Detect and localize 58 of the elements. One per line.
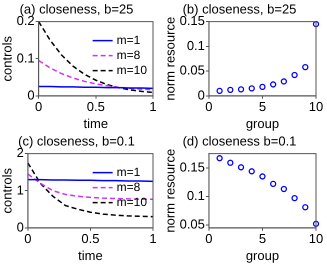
y-axis-title: controls <box>0 167 14 214</box>
x-tick-label: 10 <box>308 231 324 246</box>
chart-title: (c) closeness, b=0.1 <box>18 133 135 148</box>
y-tick-label: 0.1 <box>16 50 35 66</box>
x-axis-title: time <box>78 248 103 263</box>
legend-label: m=10 <box>116 194 148 209</box>
y-tick-label: 1 <box>16 182 24 198</box>
point <box>302 204 308 210</box>
y-tick-label: 0.1 <box>186 188 205 203</box>
y-tick-label: 0.05 <box>180 216 205 232</box>
point <box>312 20 320 28</box>
x-tick-label: 1 <box>149 99 157 114</box>
point <box>216 88 223 94</box>
point <box>280 78 288 85</box>
point <box>238 164 244 170</box>
chart-title: (a) closeness, b=25 <box>20 1 134 16</box>
y-tick-label: 0.1 <box>186 38 205 53</box>
point <box>270 180 276 187</box>
chart-title: (d) closeness b=0.1 <box>182 133 296 148</box>
y-axis-title: norm resource <box>162 16 178 101</box>
point <box>291 72 298 78</box>
y-tick-label: 0 <box>27 87 35 102</box>
point <box>302 64 308 70</box>
point <box>216 155 223 162</box>
point <box>248 85 255 92</box>
point <box>280 186 288 192</box>
x-tick-label: 10 <box>308 99 324 114</box>
point <box>291 194 298 202</box>
point <box>238 86 244 93</box>
x-axis-title: group <box>246 248 280 263</box>
x-tick-label: 5 <box>258 99 266 114</box>
point <box>259 173 266 180</box>
line-series <box>27 162 154 218</box>
legend-label: m=8 <box>116 180 141 194</box>
y-tick-label: 0 <box>198 87 205 102</box>
x-axis-title: time <box>84 116 108 131</box>
y-tick-label: 0.15 <box>180 159 205 174</box>
y-tick-label: 0.05 <box>180 62 205 78</box>
y-axis-title: controls <box>0 35 14 82</box>
x-tick-label: 1 <box>149 231 157 246</box>
point <box>248 168 255 174</box>
line-series <box>38 20 154 94</box>
point <box>312 220 320 227</box>
point <box>270 81 276 88</box>
legend-label: m=1 <box>116 164 141 179</box>
legend-label: m=8 <box>116 48 141 62</box>
legend-label: m=1 <box>116 32 141 47</box>
x-tick-label: 5 <box>258 231 266 246</box>
x-tick-label: 0.5 <box>86 99 105 114</box>
point <box>227 86 234 94</box>
x-axis-title: group <box>246 116 280 131</box>
y-axis-title: norm resource <box>162 148 178 233</box>
y-tick-label: 0 <box>16 219 24 234</box>
x-tick-label: 0.5 <box>81 231 100 246</box>
point <box>227 160 234 166</box>
point <box>259 84 266 90</box>
legend-label: m=10 <box>116 62 148 77</box>
chart-title: (b) closeness, b=25 <box>182 1 296 16</box>
